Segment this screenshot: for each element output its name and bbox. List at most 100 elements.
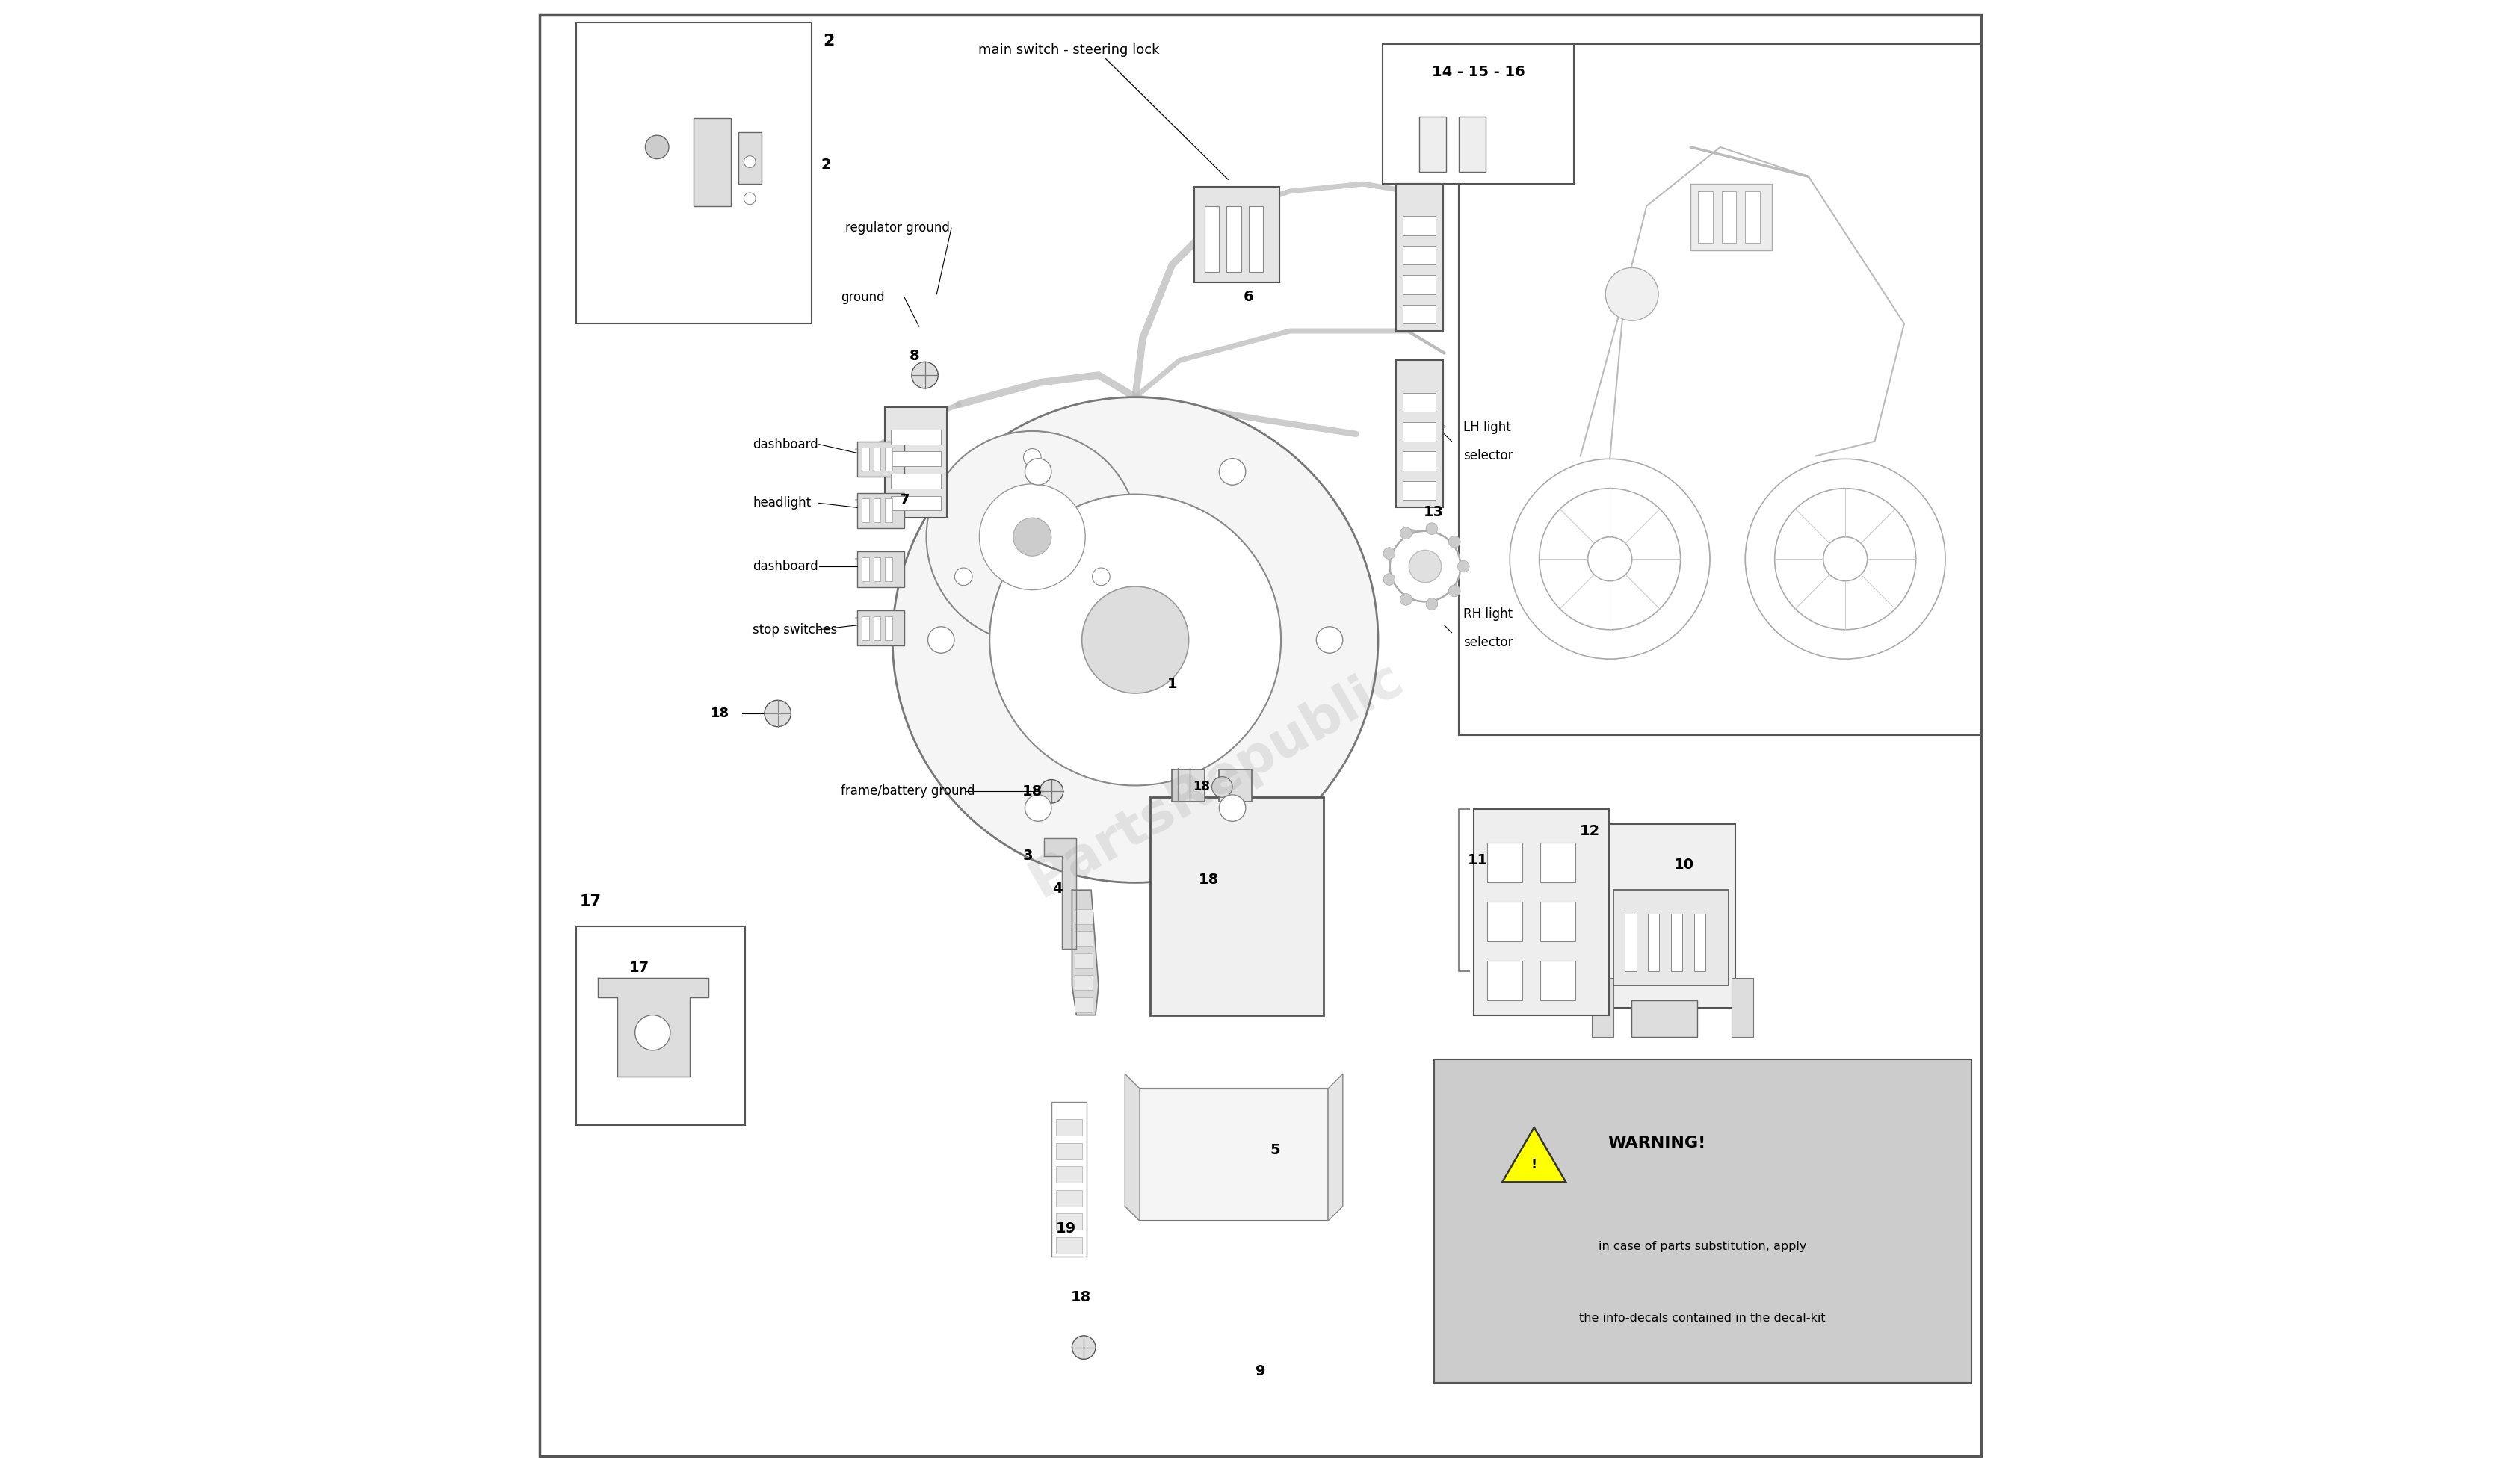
Bar <box>1459 44 1981 736</box>
Bar <box>1744 191 1759 243</box>
Bar <box>885 499 892 522</box>
Circle shape <box>1449 535 1459 547</box>
Bar <box>872 499 879 522</box>
Bar <box>1074 997 1091 1012</box>
Text: 2: 2 <box>822 157 832 172</box>
Text: 18: 18 <box>1021 784 1043 799</box>
Bar <box>1074 953 1091 968</box>
Bar <box>693 118 731 206</box>
Text: 11: 11 <box>1467 853 1487 868</box>
Bar <box>862 499 869 522</box>
Bar <box>1648 913 1658 971</box>
Text: RH light: RH light <box>1464 608 1512 621</box>
Bar <box>862 558 869 581</box>
Text: 2: 2 <box>824 34 834 49</box>
Text: 6: 6 <box>1242 290 1252 304</box>
Bar <box>1613 890 1729 986</box>
Text: selector: selector <box>1464 635 1512 649</box>
Bar <box>1625 913 1635 971</box>
Bar <box>1056 1167 1081 1183</box>
Bar <box>857 493 905 528</box>
Text: headlight: headlight <box>753 496 811 510</box>
Text: 14 - 15 - 16: 14 - 15 - 16 <box>1431 65 1525 79</box>
Text: main switch - steering lock: main switch - steering lock <box>978 43 1159 57</box>
Bar <box>1381 44 1572 184</box>
Circle shape <box>1026 794 1051 821</box>
Bar <box>1691 184 1772 250</box>
Circle shape <box>635 1015 670 1050</box>
Circle shape <box>1399 527 1411 538</box>
Bar <box>1404 246 1434 265</box>
Polygon shape <box>1328 1074 1343 1221</box>
Bar <box>1056 1237 1081 1253</box>
Bar <box>1731 978 1754 1037</box>
Bar <box>1227 206 1240 272</box>
Circle shape <box>1315 627 1343 653</box>
Circle shape <box>1409 550 1441 583</box>
Bar <box>1194 187 1280 282</box>
Circle shape <box>955 568 973 585</box>
Bar <box>1074 909 1091 924</box>
Circle shape <box>1026 459 1051 485</box>
Bar <box>1074 931 1091 946</box>
Text: frame/battery ground: frame/battery ground <box>842 784 975 799</box>
Circle shape <box>1038 780 1063 803</box>
Text: 18: 18 <box>1071 1290 1091 1305</box>
Bar <box>857 441 905 477</box>
Circle shape <box>892 397 1378 883</box>
Bar <box>890 452 940 466</box>
Bar <box>885 616 892 640</box>
Circle shape <box>1081 587 1189 693</box>
Text: 7: 7 <box>900 493 910 507</box>
Circle shape <box>743 193 756 204</box>
Circle shape <box>1605 268 1658 321</box>
Bar <box>1396 360 1441 507</box>
Text: 4: 4 <box>1051 881 1061 896</box>
Circle shape <box>1091 568 1109 585</box>
Circle shape <box>1426 522 1436 534</box>
Circle shape <box>743 156 756 168</box>
Bar <box>577 22 811 324</box>
Bar <box>872 558 879 581</box>
Bar <box>1419 116 1446 172</box>
Bar <box>1396 184 1441 331</box>
Bar <box>885 407 948 518</box>
Text: 17: 17 <box>630 961 650 975</box>
Bar <box>1220 769 1250 802</box>
Circle shape <box>1449 585 1459 597</box>
Circle shape <box>1426 599 1436 610</box>
Bar <box>1590 978 1613 1037</box>
Text: in case of parts substitution, apply: in case of parts substitution, apply <box>1598 1242 1807 1252</box>
Text: PartsRepublic: PartsRepublic <box>1021 652 1411 908</box>
Text: dashboard: dashboard <box>753 559 819 574</box>
Text: 1: 1 <box>1167 677 1177 691</box>
Bar <box>1247 206 1263 272</box>
Bar <box>1693 913 1706 971</box>
Bar <box>1149 797 1323 1015</box>
Circle shape <box>1220 459 1245 485</box>
Bar <box>857 552 905 587</box>
Bar <box>1487 843 1522 883</box>
Polygon shape <box>1043 838 1076 949</box>
Bar <box>1404 422 1434 441</box>
Text: 13: 13 <box>1424 505 1444 519</box>
Bar <box>1051 1102 1086 1256</box>
Circle shape <box>1220 794 1245 821</box>
Text: 19: 19 <box>1056 1221 1076 1236</box>
Circle shape <box>1071 1336 1096 1359</box>
Text: 3: 3 <box>1023 849 1033 863</box>
Text: 9: 9 <box>1255 1364 1265 1378</box>
Text: 5: 5 <box>1270 1143 1280 1158</box>
Bar <box>1487 902 1522 941</box>
Circle shape <box>912 362 937 388</box>
Text: regulator ground: regulator ground <box>844 221 950 235</box>
Bar <box>1205 206 1220 272</box>
Text: LH light: LH light <box>1464 421 1509 434</box>
Bar <box>890 430 940 444</box>
Bar <box>885 447 892 471</box>
Bar <box>1487 961 1522 1000</box>
Bar <box>1404 304 1434 324</box>
Bar <box>738 132 761 184</box>
Polygon shape <box>597 978 708 1077</box>
Text: 10: 10 <box>1673 858 1693 872</box>
